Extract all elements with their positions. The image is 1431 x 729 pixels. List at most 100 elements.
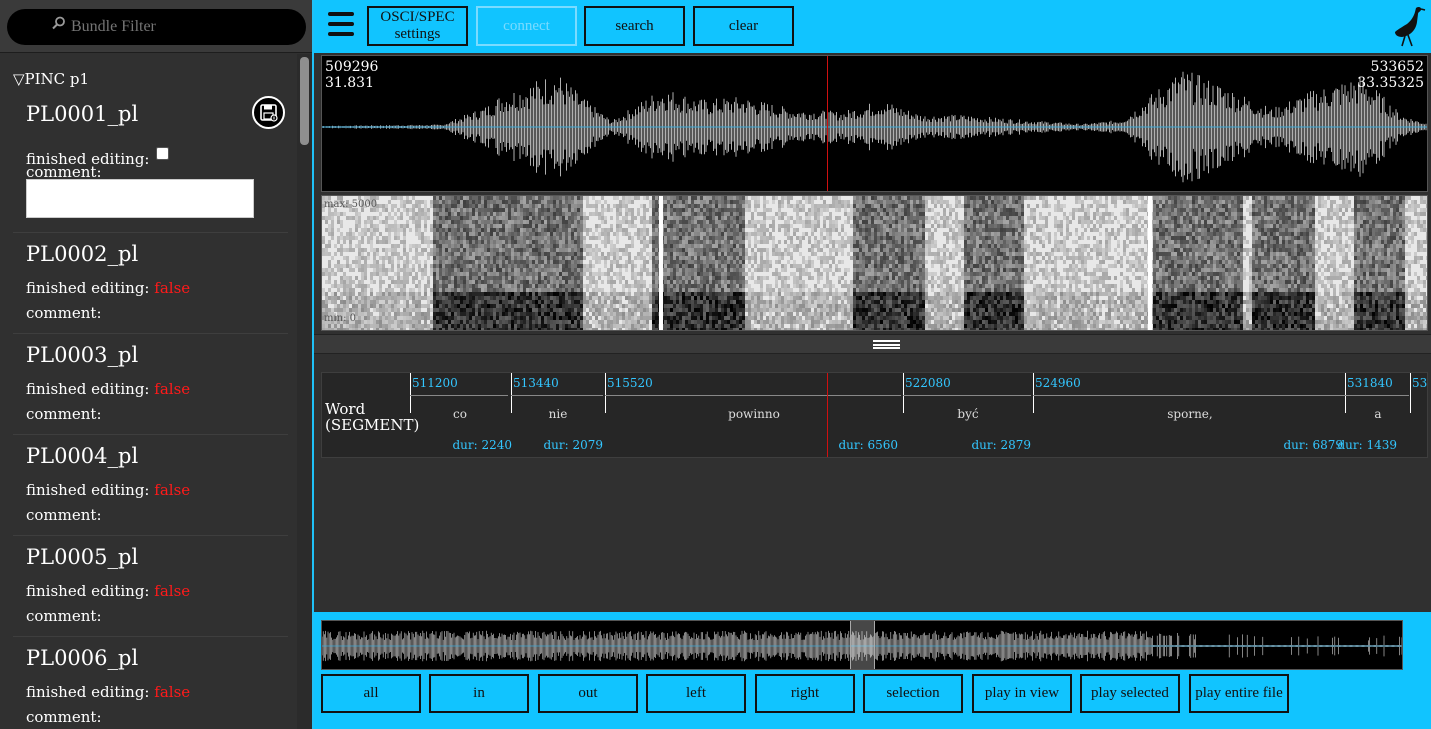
osci-spec-line1: OSCI/SPEC xyxy=(380,9,454,25)
finished-value: false xyxy=(154,582,190,600)
play-selected-button[interactable]: play selected xyxy=(1080,674,1180,713)
spec-max-label: max: 5000 xyxy=(324,199,377,210)
bottom-toolbar: all in out left right selection play in … xyxy=(314,612,1431,729)
bundle-name[interactable]: PL0004_pl xyxy=(26,444,138,468)
bundle-name[interactable]: PL0002_pl xyxy=(26,242,138,266)
comment-field[interactable] xyxy=(26,179,254,218)
emu-logo-icon xyxy=(1392,4,1428,48)
segment-label[interactable]: a xyxy=(1374,407,1381,421)
connect-button[interactable]: connect xyxy=(476,6,577,46)
end-sample: 533652 xyxy=(1371,59,1424,75)
segment-boundary[interactable] xyxy=(410,373,411,413)
bundle-item[interactable]: PL0005_pl finished editing: false commen… xyxy=(13,537,288,637)
segment-duration: dur: 2879 xyxy=(951,438,1031,452)
segment-boundary[interactable] xyxy=(605,373,606,413)
save-button[interactable] xyxy=(252,96,285,129)
pane-splitter[interactable] xyxy=(314,334,1431,354)
segment-start-sample: 531840 xyxy=(1347,376,1393,390)
osci-spec-settings-button[interactable]: OSCI/SPEC settings xyxy=(367,6,468,46)
bundle-name[interactable]: PL0001_pl xyxy=(26,102,138,126)
waveform xyxy=(322,56,1428,192)
segment-connector xyxy=(1345,395,1409,396)
save-icon xyxy=(254,98,283,127)
bundle-name[interactable]: PL0005_pl xyxy=(26,545,138,569)
search-button[interactable]: search xyxy=(584,6,685,46)
bundle-name[interactable]: PL0006_pl xyxy=(26,646,138,670)
finished-editing: finished editing: false xyxy=(26,683,190,701)
segment-boundary[interactable] xyxy=(1033,373,1034,413)
finished-value: false xyxy=(154,380,190,398)
segment-duration: dur: 6560 xyxy=(818,438,898,452)
segment-label[interactable]: nie xyxy=(549,407,568,421)
segment-connector xyxy=(903,395,1031,396)
start-sample: 509296 xyxy=(325,59,378,75)
bundle-item[interactable]: PL0002_pl finished editing: false commen… xyxy=(13,234,288,334)
menu-icon[interactable] xyxy=(328,12,354,40)
segment-connector xyxy=(1033,395,1345,396)
overview-minimap[interactable] xyxy=(321,620,1403,670)
segment-label[interactable]: sporne, xyxy=(1167,407,1212,421)
osci-spec-line2: settings xyxy=(395,26,441,42)
viewport-end: 533652 33.35325 xyxy=(1357,59,1424,91)
segment-start-sample: 515520 xyxy=(607,376,653,390)
clear-button[interactable]: clear xyxy=(693,6,794,46)
segment-connector xyxy=(511,395,603,396)
oscillogram[interactable]: 509296 31.831 533652 33.35325 xyxy=(321,55,1428,192)
comment-label: comment: xyxy=(26,708,102,726)
finished-checkbox[interactable] xyxy=(156,147,169,160)
finished-value: false xyxy=(154,683,190,701)
bundle-filter-input[interactable] xyxy=(7,9,306,45)
level-name-line2: (SEGMENT) xyxy=(325,416,419,434)
drag-handle-icon[interactable] xyxy=(873,340,900,349)
segment-label[interactable]: co xyxy=(453,407,467,421)
in-button[interactable]: in xyxy=(429,674,529,713)
finished-label: finished editing: xyxy=(26,683,150,701)
play-in-view-button[interactable]: play in view xyxy=(972,674,1072,713)
bundle-sidebar: ▽PINC p1 PL0001_pl finished editing: com… xyxy=(0,0,312,729)
comment-label: comment: xyxy=(26,304,102,322)
right-button[interactable]: right xyxy=(755,674,855,713)
segment-start-sample: 511200 xyxy=(412,376,458,390)
bundle-item[interactable]: PL0006_pl finished editing: false commen… xyxy=(13,638,288,729)
play-entire-file-button[interactable]: play entire file xyxy=(1189,674,1289,713)
bundle-item[interactable]: PL0004_pl finished editing: false commen… xyxy=(13,436,288,536)
finished-editing: finished editing: false xyxy=(26,380,190,398)
left-button[interactable]: left xyxy=(646,674,746,713)
segment-boundary[interactable] xyxy=(1345,373,1346,413)
finished-value: false xyxy=(154,481,190,499)
segment-label[interactable]: być xyxy=(957,407,978,421)
bundle-item[interactable]: PL0003_pl finished editing: false commen… xyxy=(13,335,288,435)
comment-label: comment: xyxy=(26,405,102,423)
sidebar-scrollbar[interactable] xyxy=(297,54,312,729)
finished-label: finished editing: xyxy=(26,279,150,297)
comment-label: comment: xyxy=(26,607,102,625)
end-time: 33.35325 xyxy=(1357,75,1424,91)
out-button[interactable]: out xyxy=(538,674,638,713)
finished-editing: finished editing: false xyxy=(26,279,190,297)
spectrogram-image xyxy=(322,196,1428,331)
finished-label: finished editing: xyxy=(26,380,150,398)
segment-connector xyxy=(410,395,508,396)
selection-button[interactable]: selection xyxy=(863,674,963,713)
level-name: Word (SEGMENT) xyxy=(325,401,419,433)
segment-label[interactable]: powinno xyxy=(728,407,780,421)
spec-min-label: min: 0 xyxy=(324,313,356,324)
segment-duration: dur: 2079 xyxy=(523,438,603,452)
all-button[interactable]: all xyxy=(321,674,421,713)
segment-boundary[interactable] xyxy=(511,373,512,413)
segment-start-sample: 533 xyxy=(1412,376,1428,390)
segment-start-sample: 522080 xyxy=(905,376,951,390)
osci-spec-label: OSCI/SPEC settings xyxy=(380,9,454,43)
segment-boundary[interactable] xyxy=(903,373,904,413)
sidebar-scrollbar-thumb[interactable] xyxy=(300,57,309,145)
session-label[interactable]: ▽PINC p1 xyxy=(13,70,89,88)
bundle-name[interactable]: PL0003_pl xyxy=(26,343,138,367)
level-cursor xyxy=(827,373,828,458)
filter-bar xyxy=(0,0,312,53)
spectrogram[interactable]: max: 5000 min: 0 xyxy=(321,195,1428,331)
finished-label: finished editing: xyxy=(26,481,150,499)
segment-boundary[interactable] xyxy=(1410,373,1411,413)
annotation-level[interactable]: Word (SEGMENT) 511200 co dur: 2240 513440 nie… xyxy=(321,372,1428,458)
segment-start-sample: 524960 xyxy=(1035,376,1081,390)
minimap-viewport[interactable] xyxy=(850,621,875,669)
